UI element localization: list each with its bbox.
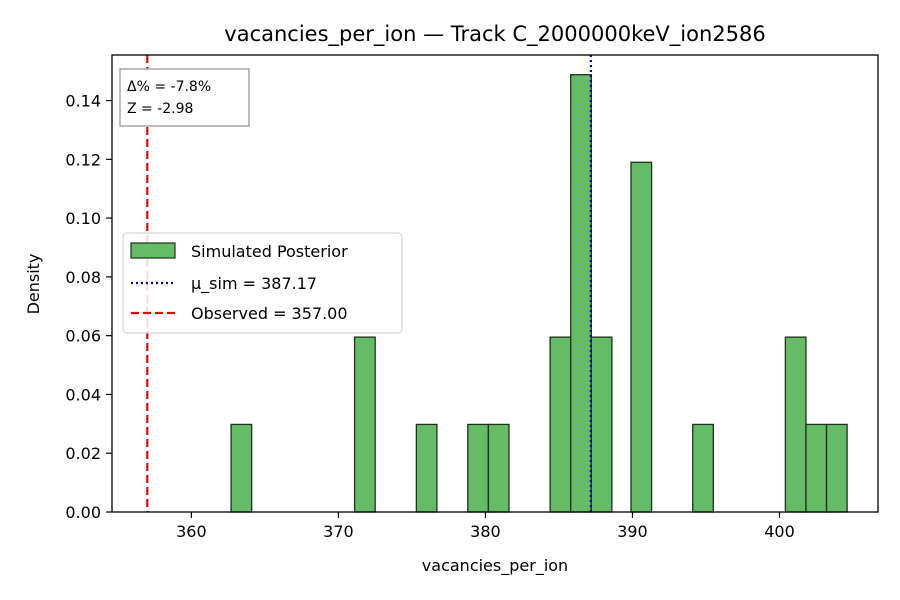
histogram-bar-12: [825, 423, 848, 513]
histogram-bar-11: [805, 423, 828, 513]
bars-layer: [230, 74, 848, 513]
legend-label-histogram: Simulated Posterior: [191, 242, 348, 261]
y-tick-label-6: 0.12: [65, 150, 101, 169]
histogram-bar-2: [415, 423, 438, 513]
y-tick-label-3: 0.06: [65, 327, 101, 346]
legend: Simulated Posterior μ_sim = 387.17 Obser…: [122, 232, 403, 334]
y-axis-ticks: 0.00 0.02 0.04 0.06 0.08 0.10 0.12 0.14: [65, 92, 112, 522]
histogram-bar-5: [549, 336, 572, 513]
x-tick-label-3: 390: [617, 522, 648, 541]
y-tick-label-4: 0.08: [65, 268, 101, 287]
x-tick-label-0: 360: [176, 522, 207, 541]
stats-z-text: Z = -2.98: [127, 101, 193, 117]
histogram-bar-1: [353, 336, 376, 513]
histogram-bar-8: [630, 161, 653, 513]
histogram-bar-7: [590, 336, 613, 513]
stats-box: Δ% = -7.8% Z = -2.98: [119, 68, 250, 127]
histogram-bar-4: [487, 423, 510, 513]
histogram-bar-0: [230, 423, 253, 513]
legend-swatch-histogram: [130, 242, 176, 259]
histogram-bar-10: [784, 336, 807, 513]
stats-box-frame: [119, 68, 250, 127]
stats-delta-text: Δ% = -7.8%: [127, 79, 211, 95]
x-tick-label-1: 370: [323, 522, 354, 541]
legend-label-observed: Observed = 357.00: [191, 304, 348, 323]
y-tick-label-2: 0.04: [65, 385, 101, 404]
x-tick-label-4: 400: [764, 522, 795, 541]
x-axis-ticks: 360 370 380 390 400: [176, 512, 795, 541]
legend-label-mean: μ_sim = 387.17: [191, 274, 317, 294]
y-tick-label-0: 0.00: [65, 503, 101, 522]
x-tick-label-2: 380: [470, 522, 501, 541]
y-tick-label-7: 0.14: [65, 92, 101, 111]
y-tick-label-5: 0.10: [65, 209, 101, 228]
legend-frame: [122, 232, 403, 334]
y-axis-label: Density: [24, 254, 43, 315]
x-axis-label: vacancies_per_ion: [422, 556, 568, 576]
y-tick-label-1: 0.02: [65, 444, 101, 463]
histogram-bar-3: [467, 423, 490, 513]
histogram-bar-6: [570, 74, 592, 513]
histogram-bar-9: [692, 423, 714, 513]
chart-title: vacancies_per_ion — Track C_2000000keV_i…: [224, 22, 765, 47]
plot-frame: [111, 54, 879, 513]
